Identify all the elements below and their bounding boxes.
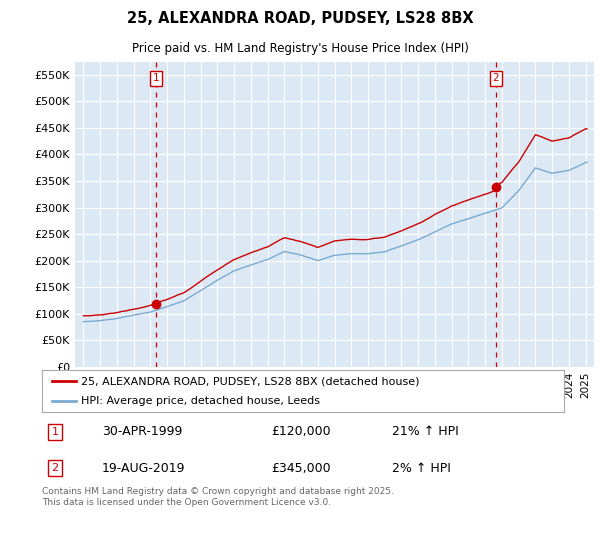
Text: 25, ALEXANDRA ROAD, PUDSEY, LS28 8BX: 25, ALEXANDRA ROAD, PUDSEY, LS28 8BX — [127, 11, 473, 26]
Text: 30-APR-1999: 30-APR-1999 — [102, 425, 182, 438]
Text: HPI: Average price, detached house, Leeds: HPI: Average price, detached house, Leed… — [81, 396, 320, 405]
Text: 25, ALEXANDRA ROAD, PUDSEY, LS28 8BX (detached house): 25, ALEXANDRA ROAD, PUDSEY, LS28 8BX (de… — [81, 376, 419, 386]
Text: 21% ↑ HPI: 21% ↑ HPI — [392, 425, 458, 438]
Text: £120,000: £120,000 — [272, 425, 331, 438]
Text: 2% ↑ HPI: 2% ↑ HPI — [392, 461, 451, 475]
Text: 2: 2 — [52, 463, 59, 473]
Text: 1: 1 — [52, 427, 59, 437]
Text: Price paid vs. HM Land Registry's House Price Index (HPI): Price paid vs. HM Land Registry's House … — [131, 43, 469, 55]
Text: 19-AUG-2019: 19-AUG-2019 — [102, 461, 185, 475]
Text: £345,000: £345,000 — [272, 461, 331, 475]
Text: 1: 1 — [152, 73, 159, 83]
Text: Contains HM Land Registry data © Crown copyright and database right 2025.
This d: Contains HM Land Registry data © Crown c… — [42, 487, 394, 507]
Text: 2: 2 — [493, 73, 499, 83]
